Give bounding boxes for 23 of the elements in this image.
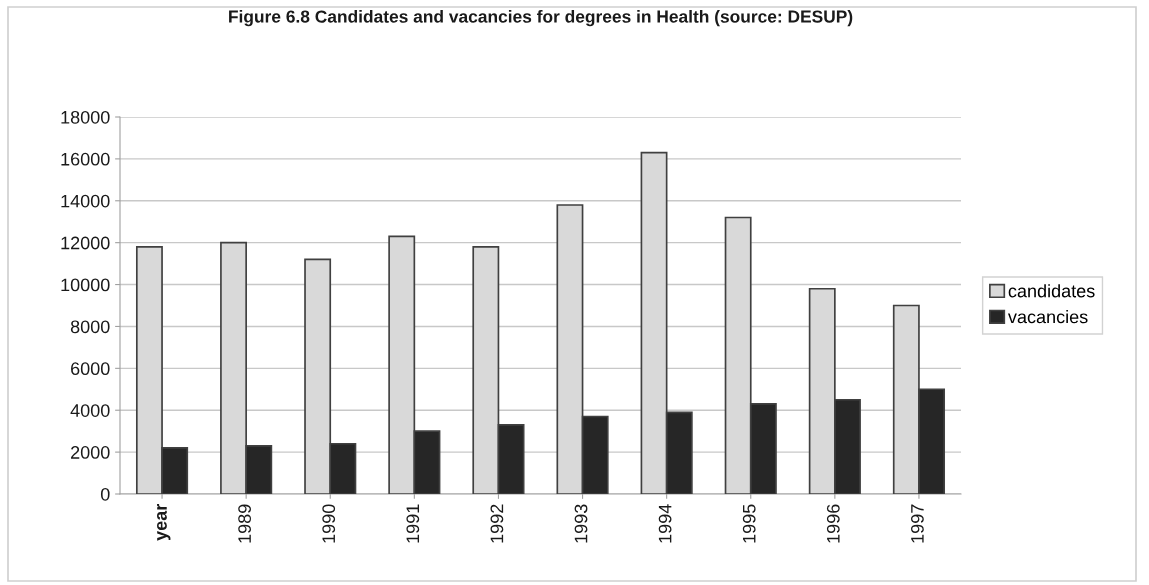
x-tick-label: year: [156, 503, 171, 541]
y-tick-label: 4000: [70, 404, 110, 417]
x-tick-label: 1990: [322, 504, 336, 543]
y-tick-label: 18000: [61, 110, 110, 124]
chart-title: Figure 6.8 Candidates and vacancies for degrees in Health (source: DESUP): [229, 9, 853, 27]
x-tick-label: 1995: [742, 504, 756, 543]
x-tick-label: 1993: [574, 504, 588, 543]
y-tick-label: 6000: [71, 362, 110, 376]
x-tick-label: 1994: [658, 504, 672, 543]
y-tick-label: 16000: [61, 152, 110, 166]
y-tick-label: 8000: [70, 320, 110, 334]
legend-label: vacancies: [1007, 310, 1088, 324]
y-tick-label: 14000: [61, 194, 110, 208]
y-tick-label: 10000: [61, 278, 110, 292]
x-tick-label: 1991: [406, 504, 420, 543]
legend-label: candidates: [1008, 284, 1095, 298]
y-tick-label: 0: [100, 487, 110, 501]
x-tick-label: 1989: [238, 504, 251, 543]
x-tick-label: 1992: [490, 504, 504, 543]
x-tick-label: 1996: [826, 504, 840, 543]
y-tick-label: 12000: [61, 236, 110, 250]
y-tick-label: 2000: [71, 446, 110, 459]
x-tick-label: 1997: [911, 504, 924, 543]
